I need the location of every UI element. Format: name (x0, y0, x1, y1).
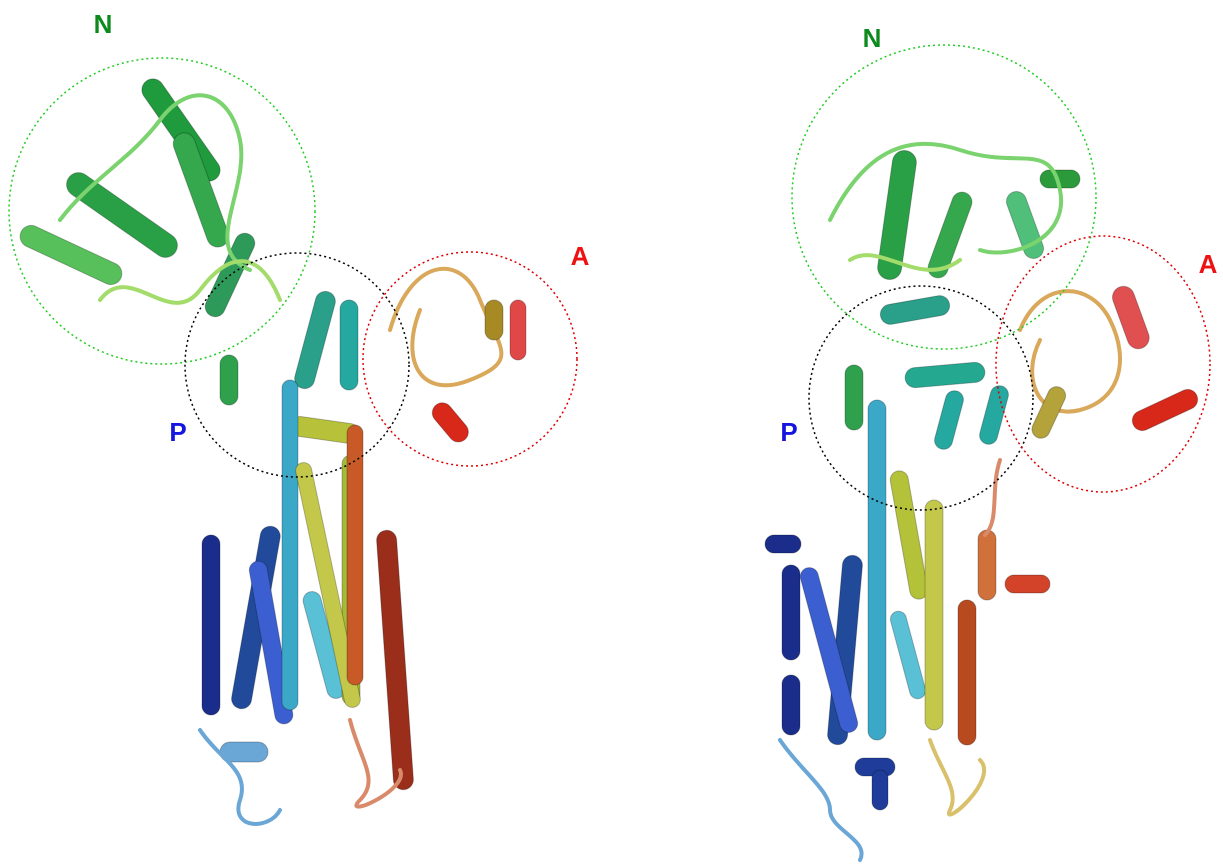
membrane-helices (200, 380, 414, 824)
n-domain-helices (830, 144, 1080, 281)
right-structure: N A P (765, 23, 1218, 860)
figure: N A P (0, 0, 1223, 868)
n-domain-label: N (863, 23, 882, 53)
n-domain-label: N (94, 9, 113, 39)
membrane-helices (765, 400, 1050, 860)
p-domain-label: P (169, 417, 186, 447)
a-domain (390, 269, 526, 446)
a-domain (1020, 283, 1201, 441)
a-domain-outline (996, 236, 1210, 492)
a-domain-label: A (1199, 249, 1218, 279)
p-domain-label: P (780, 417, 797, 447)
n-domain-helices (17, 75, 280, 320)
a-domain-label: A (571, 241, 590, 271)
left-structure: N A P (9, 9, 590, 824)
